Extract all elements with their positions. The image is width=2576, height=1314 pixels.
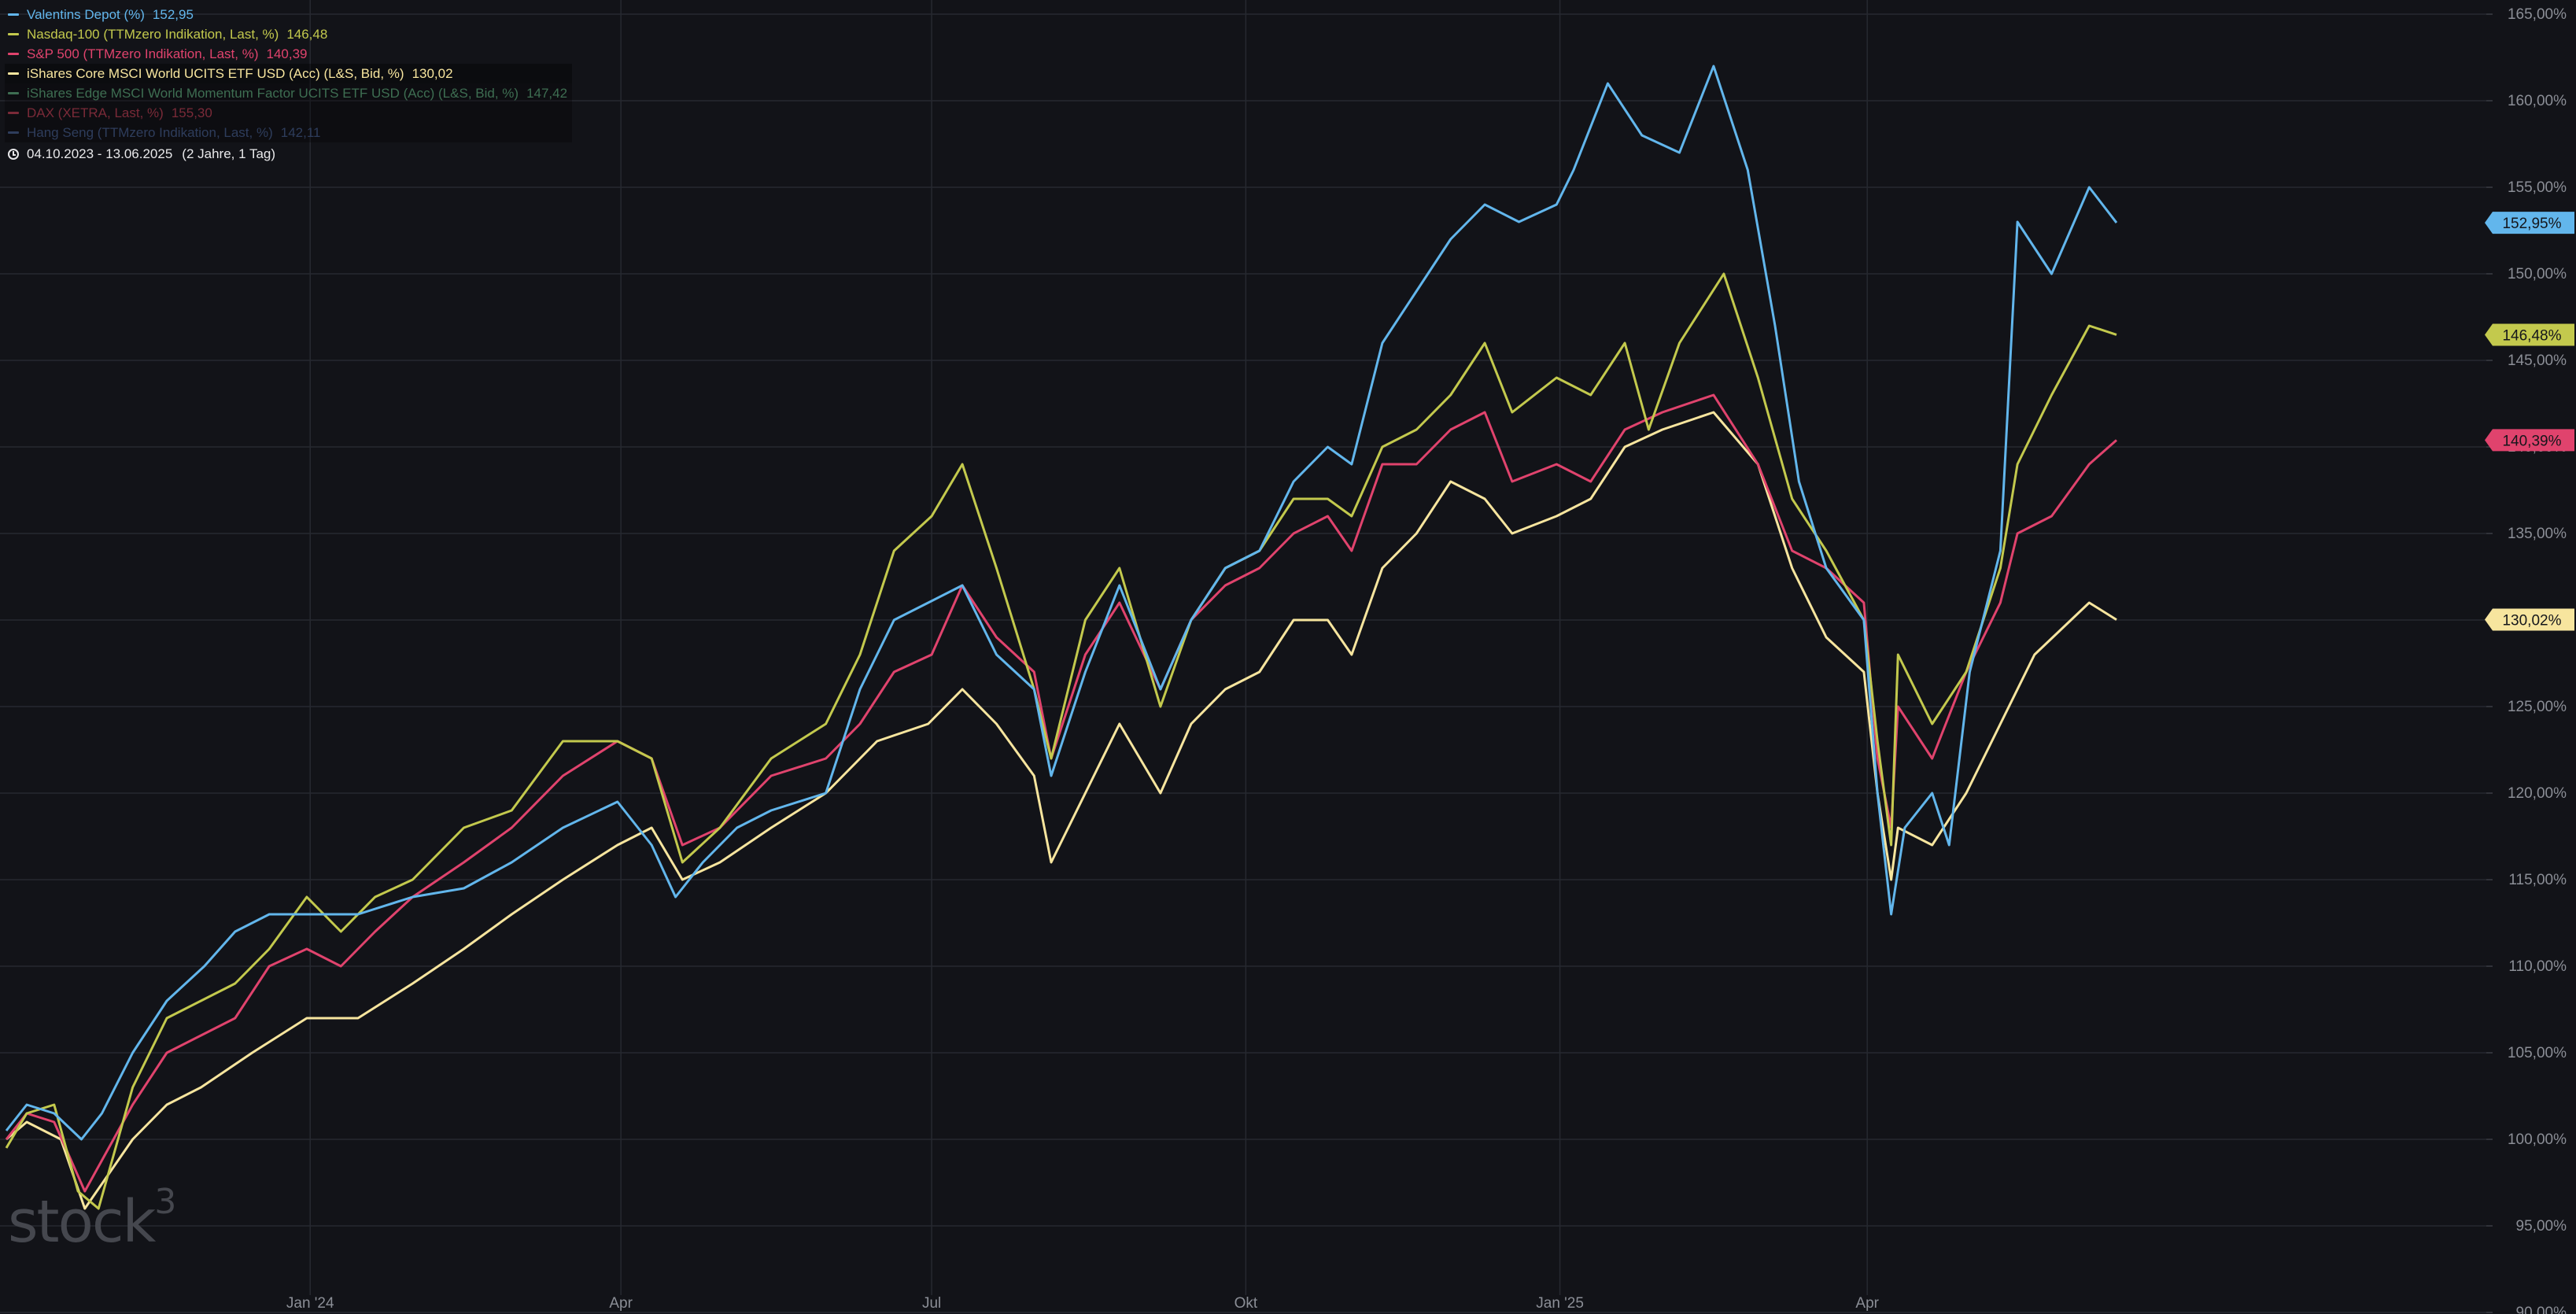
price-tag-bg bbox=[2485, 608, 2574, 631]
legend-label: Hang Seng (TTMzero Indikation, Last, %) bbox=[27, 125, 273, 140]
legend-label: Nasdaq-100 (TTMzero Indikation, Last, %) bbox=[27, 27, 279, 42]
legend-swatch bbox=[8, 112, 19, 114]
y-tick-label: 120,00% bbox=[2508, 785, 2567, 802]
legend-swatch bbox=[8, 72, 19, 75]
x-tick-label: Okt bbox=[1234, 1295, 1258, 1312]
price-tag-bg bbox=[2485, 323, 2574, 346]
legend-value: 147,42 bbox=[526, 86, 568, 101]
legend-swatch bbox=[8, 92, 19, 94]
legend-value: 146,48 bbox=[286, 27, 328, 42]
y-tick-label: 165,00% bbox=[2508, 6, 2567, 23]
legend-value: 152,95 bbox=[152, 7, 194, 22]
price-tag-3: 130,02% bbox=[2485, 608, 2574, 631]
legend-swatch bbox=[8, 33, 19, 35]
price-tag-0: 152,95% bbox=[2485, 212, 2574, 234]
legend-label: Valentins Depot (%) bbox=[27, 7, 145, 22]
x-tick-label: Apr bbox=[1855, 1295, 1879, 1312]
series-line-2[interactable] bbox=[5, 393, 2117, 1193]
series-line-3[interactable] bbox=[6, 411, 2117, 1210]
legend-swatch bbox=[8, 13, 19, 16]
legend-item-6[interactable]: Hang Seng (TTMzero Indikation, Last, %) 1… bbox=[5, 123, 573, 142]
legend-item-2[interactable]: S&P 500 (TTMzero Indikation, Last, %) 140… bbox=[5, 44, 572, 64]
legend-label: DAX (XETRA, Last, %) bbox=[27, 105, 164, 120]
legend-label: iShares Edge MSCI World Momentum Factor … bbox=[27, 86, 519, 101]
price-tag-1: 146,48% bbox=[2485, 323, 2574, 346]
legend-value: 130,02 bbox=[411, 66, 453, 81]
price-tag-label: 130,02% bbox=[2502, 613, 2561, 629]
price-tag-layer: 152,95% 146,48% 140,39% 130,02% bbox=[2485, 212, 2574, 631]
legend-label: iShares Core MSCI World UCITS ETF USD (A… bbox=[27, 66, 404, 81]
grid-layer bbox=[0, 0, 2486, 1313]
legend-value: 142,11 bbox=[280, 125, 321, 140]
legend-swatch bbox=[8, 131, 19, 134]
axis-layer: 165,00%160,00%155,00%150,00%145,00%140,0… bbox=[286, 6, 2567, 1314]
y-tick-label: 110,00% bbox=[2508, 958, 2567, 975]
y-tick-label: 115,00% bbox=[2508, 872, 2567, 888]
legend-label: S&P 500 (TTMzero Indikation, Last, %) bbox=[27, 46, 259, 61]
x-tick-label: Jul bbox=[922, 1295, 941, 1312]
y-tick-label: 160,00% bbox=[2508, 93, 2567, 109]
y-tick-label: 135,00% bbox=[2508, 526, 2567, 542]
date-range[interactable]: 04.10.2023 - 13.06.2025 (2 Jahre, 1 Tag) bbox=[5, 144, 572, 164]
series-layer bbox=[5, 65, 2118, 1210]
legend-item-3[interactable]: iShares Core MSCI World UCITS ETF USD (A… bbox=[5, 64, 573, 83]
legend: Valentins Depot (%) 152,95 Nasdaq-100 (TTM… bbox=[5, 5, 573, 164]
price-tag-bg bbox=[2485, 212, 2574, 234]
legend-item-0[interactable]: Valentins Depot (%) 152,95 bbox=[5, 5, 572, 24]
y-tick-label: 155,00% bbox=[2508, 179, 2567, 196]
legend-swatch bbox=[8, 53, 19, 55]
series-line-0[interactable] bbox=[5, 65, 2118, 1141]
x-tick-label: Apr bbox=[609, 1295, 633, 1312]
y-tick-label: 95,00% bbox=[2516, 1218, 2567, 1235]
y-tick-label: 100,00% bbox=[2508, 1131, 2567, 1148]
price-tag-label: 140,39% bbox=[2502, 433, 2561, 449]
legend-item-5[interactable]: DAX (XETRA, Last, %) 155,30 bbox=[5, 103, 573, 123]
y-tick-label: 125,00% bbox=[2508, 699, 2567, 715]
legend-item-1[interactable]: Nasdaq-100 (TTMzero Indikation, Last, %)… bbox=[5, 24, 572, 44]
price-tag-2: 140,39% bbox=[2485, 429, 2574, 452]
y-tick-label: 145,00% bbox=[2508, 352, 2567, 369]
price-tag-label: 146,48% bbox=[2502, 327, 2561, 344]
y-tick-label: 105,00% bbox=[2508, 1045, 2567, 1061]
date-range-duration: (2 Jahre, 1 Tag) bbox=[182, 146, 276, 161]
price-tag-label: 152,95% bbox=[2502, 216, 2561, 232]
legend-item-4[interactable]: iShares Edge MSCI World Momentum Factor … bbox=[5, 83, 573, 103]
y-tick-label: 150,00% bbox=[2508, 266, 2567, 282]
x-tick-label: Jan '24 bbox=[286, 1295, 334, 1312]
legend-value: 140,39 bbox=[266, 46, 308, 61]
stock3-logo: stock3 bbox=[8, 1182, 176, 1256]
x-tick-label: Jan '25 bbox=[1536, 1295, 1584, 1312]
clock-icon bbox=[8, 148, 19, 160]
legend-value: 155,30 bbox=[171, 105, 212, 120]
date-range-text: 04.10.2023 - 13.06.2025 bbox=[27, 146, 173, 161]
price-tag-bg bbox=[2485, 429, 2574, 452]
y-tick-label: 90,00% bbox=[2516, 1305, 2567, 1314]
